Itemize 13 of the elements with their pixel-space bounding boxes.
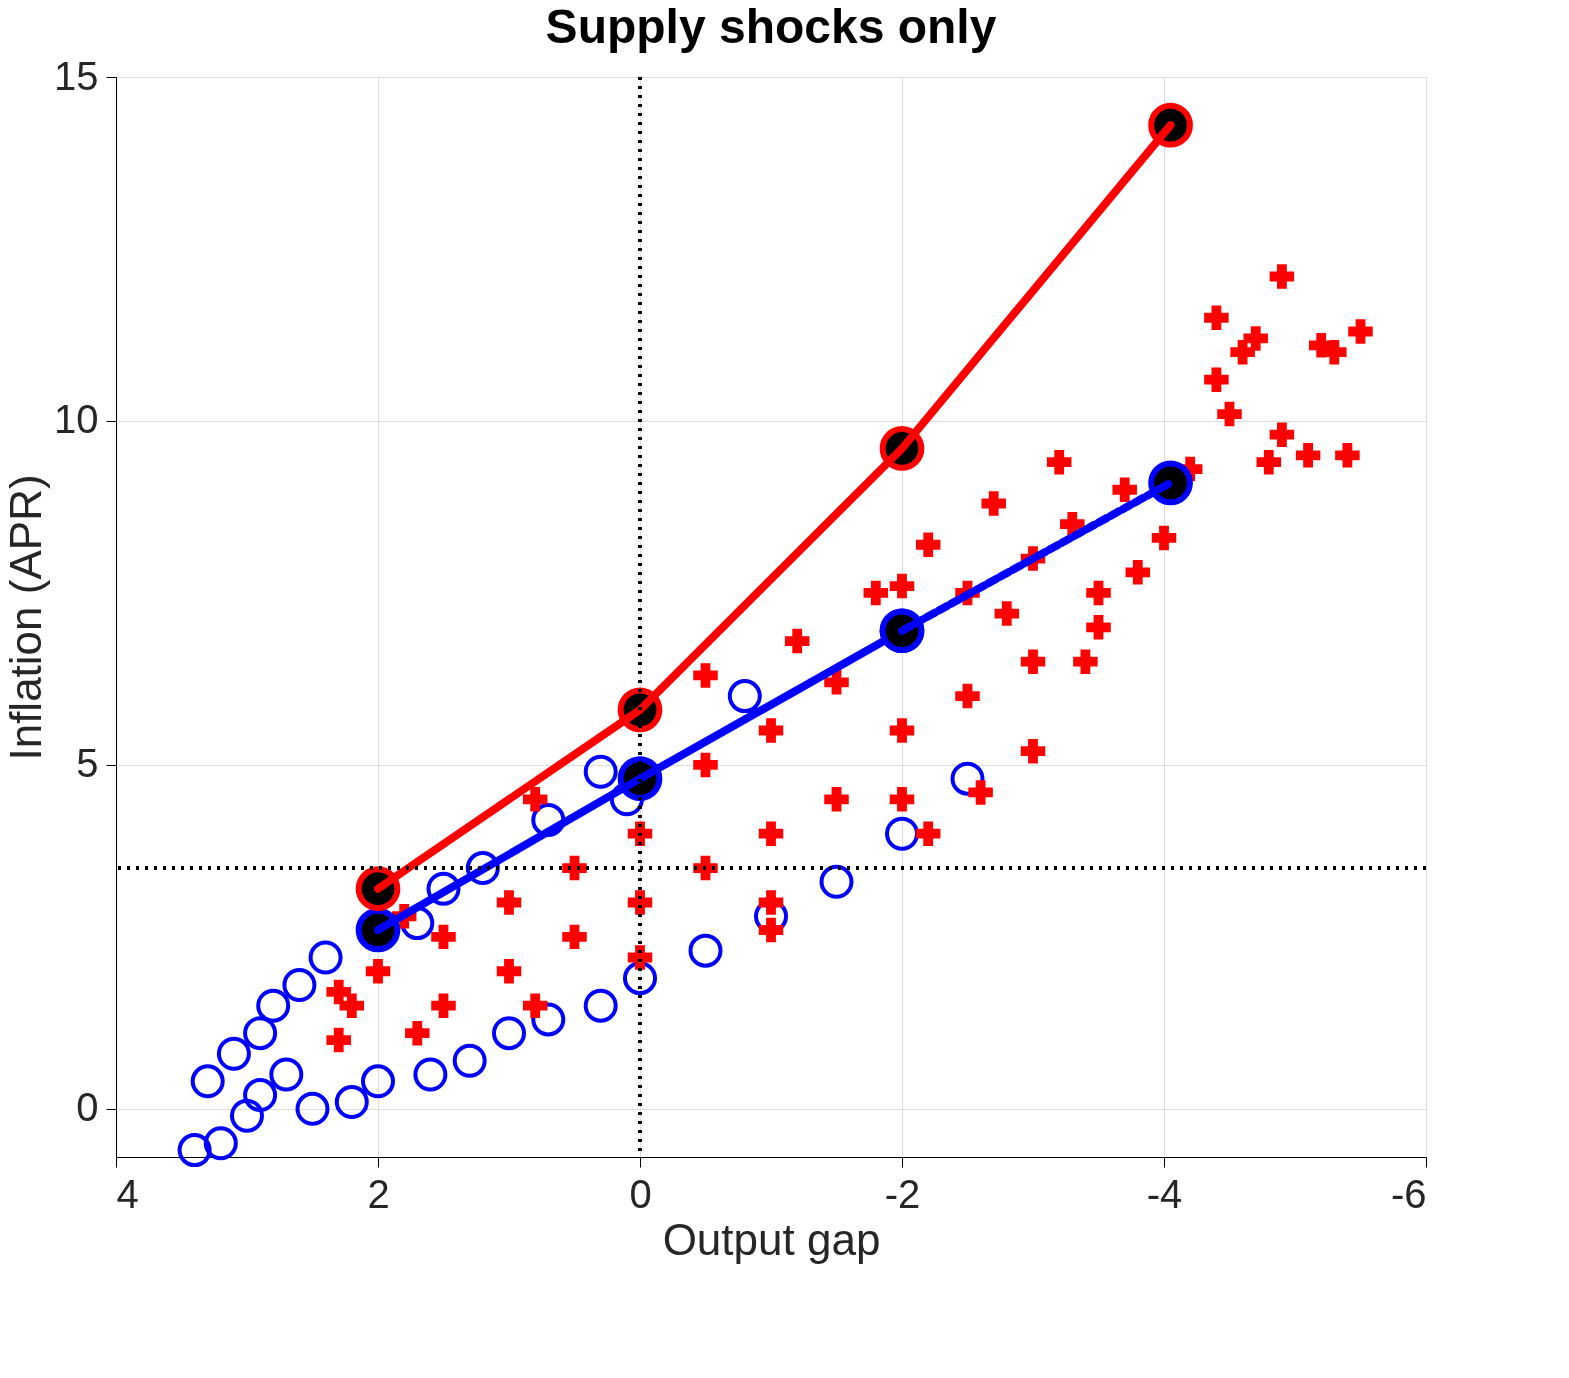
x-tick-label: 2 — [367, 1171, 390, 1216]
x-tick-label: -2 — [884, 1171, 921, 1216]
x-tick-label: 4 — [116, 1171, 139, 1216]
x-tick-label: -6 — [1390, 1171, 1427, 1216]
x-axis-title: Output gap — [662, 1214, 881, 1264]
y-tick-label: 15 — [54, 53, 99, 98]
y-tick-label: 5 — [76, 741, 99, 786]
y-axis-title: Inflation (APR) — [1, 474, 51, 761]
x-tick-label: 0 — [629, 1171, 652, 1216]
chart-title: Supply shocks only — [545, 0, 997, 53]
y-tick-label: 10 — [54, 397, 99, 442]
x-tick-label: -4 — [1146, 1171, 1183, 1216]
y-tick-label: 0 — [76, 1085, 99, 1130]
